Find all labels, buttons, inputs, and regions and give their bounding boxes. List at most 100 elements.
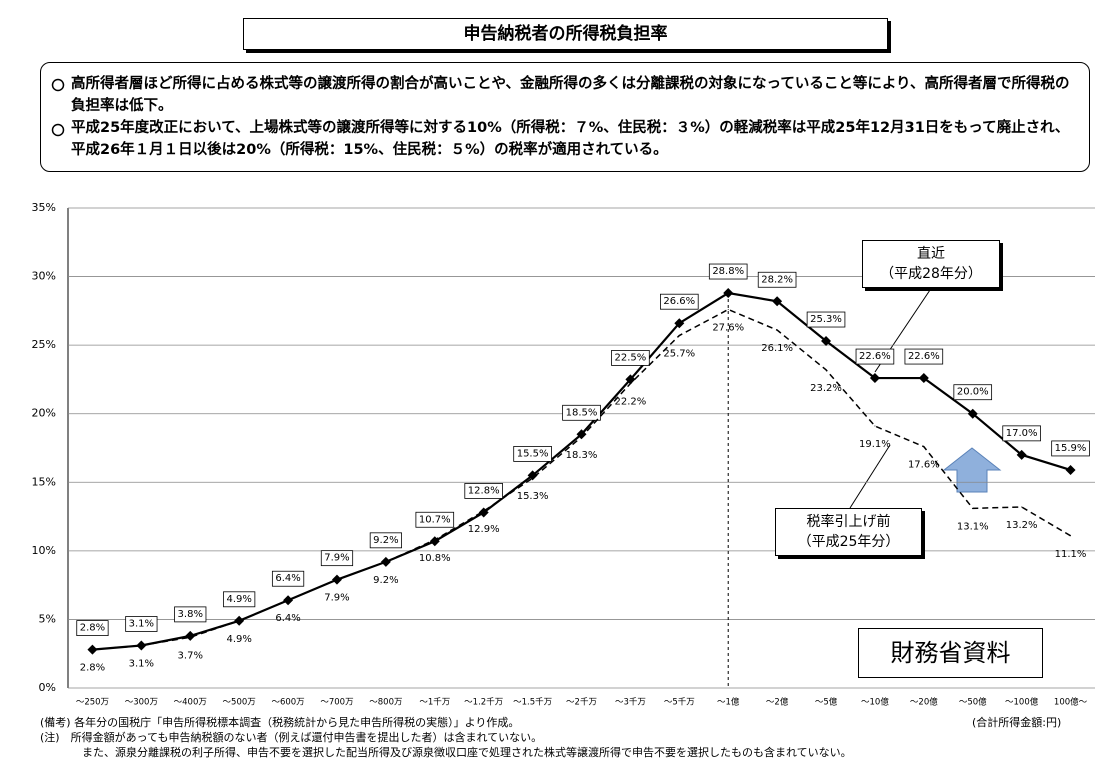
value-label-group: 19.1% <box>859 439 891 450</box>
value-label: 2.8% <box>80 623 105 634</box>
point <box>918 373 929 384</box>
point <box>674 318 685 329</box>
point <box>185 630 196 641</box>
x-tick-label: ～600万 <box>271 698 304 708</box>
x-tick-label: ～700万 <box>320 698 353 708</box>
value-label: 22.5% <box>615 352 647 363</box>
value-label-box <box>757 271 797 288</box>
value-label-box <box>125 616 158 632</box>
value-label: 25.7% <box>663 349 695 360</box>
value-label-group: 27.6% <box>712 322 744 333</box>
value-label: 3.1% <box>129 658 154 669</box>
x-tick-label: ～20億 <box>910 697 938 708</box>
x-tick-label: ～500万 <box>223 698 256 708</box>
value-label-group: 22.2% <box>615 397 647 408</box>
point <box>1070 535 1072 537</box>
x-tick-label: ～2億 <box>766 697 789 708</box>
value-label-box <box>369 532 402 549</box>
point <box>678 335 680 337</box>
notes-box: 高所得者層ほど所得に占める株式等の譲渡所得の割合が高いことや、金融所得の多くは分… <box>40 62 1090 172</box>
value-label: 6.4% <box>275 613 300 624</box>
point <box>189 636 191 638</box>
y-tick-label: 20% <box>32 407 56 420</box>
value-label: 10.8% <box>419 553 451 564</box>
x-tick-label: ～3千万 <box>615 697 646 708</box>
x-tick-label: ～2千万 <box>566 697 597 708</box>
y-tick-label: 0% <box>39 681 56 694</box>
x-tick-label: ～1千万 <box>419 697 450 708</box>
value-label-box <box>271 570 305 587</box>
callout-connector <box>849 444 891 509</box>
value-label: 12.8% <box>468 485 500 496</box>
value-label-group: 6.4% <box>275 613 300 624</box>
value-label: 19.1% <box>859 439 891 450</box>
point <box>821 336 832 347</box>
source-stamp: 財務省資料 <box>858 628 1043 678</box>
point <box>429 536 440 547</box>
value-label-group: 22.5% <box>611 350 650 366</box>
value-label-group: 25.7% <box>663 349 695 360</box>
value-label: 9.2% <box>373 575 398 586</box>
up-arrow <box>942 447 1002 493</box>
y-tick-label: 30% <box>32 270 56 283</box>
value-label: 22.6% <box>859 351 891 362</box>
value-label-group: 18.5% <box>562 404 601 421</box>
value-label: 13.2% <box>1006 520 1038 531</box>
value-label: 23.2% <box>810 383 842 394</box>
value-label: 3.1% <box>129 618 154 629</box>
point <box>1065 464 1076 475</box>
y-tick-label: 10% <box>32 544 56 557</box>
point <box>629 383 631 385</box>
point <box>91 649 93 651</box>
value-label-group: 11.1% <box>1055 549 1087 560</box>
y-tick-label: 5% <box>39 612 56 625</box>
value-label: 7.9% <box>324 553 349 564</box>
value-label-group: 9.2% <box>369 532 402 549</box>
value-label-group: 23.2% <box>810 383 842 394</box>
value-label-group: 28.8% <box>708 263 748 280</box>
value-label-group: 9.2% <box>373 575 398 586</box>
point <box>869 373 880 384</box>
x-tick-label: ～10億 <box>861 697 889 708</box>
point <box>287 599 289 601</box>
point <box>723 288 734 299</box>
point <box>772 296 783 307</box>
y-tick-label: 25% <box>32 338 56 351</box>
value-label-group: 22.6% <box>904 348 944 365</box>
chart-title: 申告納税者の所得税負担率 <box>243 18 888 50</box>
value-label: 11.1% <box>1055 549 1087 560</box>
point <box>532 477 534 479</box>
value-label-box <box>953 384 993 401</box>
point <box>527 470 538 481</box>
value-label-group: 15.9% <box>1051 440 1090 457</box>
bullet <box>51 123 65 137</box>
value-label-group: 3.1% <box>129 658 154 669</box>
value-label: 15.5% <box>517 448 549 459</box>
value-label: 4.9% <box>226 594 251 605</box>
value-label-group: 26.1% <box>761 343 793 354</box>
value-label-group: 7.9% <box>324 593 349 604</box>
value-label-group: 3.8% <box>174 606 207 623</box>
value-label: 20.0% <box>957 387 989 398</box>
value-label: 10.7% <box>419 514 451 525</box>
value-label-box <box>174 606 207 623</box>
value-label: 17.6% <box>908 460 940 471</box>
value-label-group: 12.9% <box>468 524 500 535</box>
x-tick-label: ～1.2千万 <box>464 697 503 708</box>
value-label: 26.6% <box>663 296 695 307</box>
point <box>238 620 240 622</box>
point <box>727 308 729 310</box>
value-label: 7.9% <box>324 593 349 604</box>
point <box>140 644 142 646</box>
value-label-group: 17.0% <box>1002 425 1041 442</box>
value-label: 22.6% <box>908 351 940 362</box>
value-label: 17.0% <box>1006 428 1038 439</box>
value-label-box <box>464 483 503 499</box>
x-tick-label: ～300万 <box>125 698 158 708</box>
point <box>825 369 827 371</box>
value-label-group: 10.8% <box>419 553 451 564</box>
x-tick-label: ～100億 <box>1005 697 1039 708</box>
value-label-group: 10.7% <box>415 511 455 528</box>
value-label-box <box>904 348 944 365</box>
x-tick-label: ～50億 <box>959 697 987 708</box>
